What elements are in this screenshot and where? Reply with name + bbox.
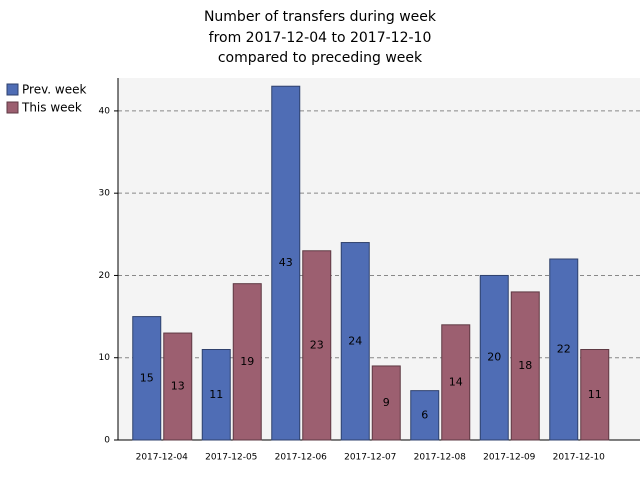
x-tick-label: 2017-12-07: [344, 453, 396, 463]
bar: [302, 250, 332, 441]
bar: [580, 349, 610, 441]
bar: [340, 242, 370, 441]
value-label: 43: [279, 256, 293, 269]
x-tick-label: 2017-12-05: [205, 453, 257, 463]
x-tick-label: 2017-12-08: [414, 453, 467, 463]
chart-title: from 2017-12-04 to 2017-12-10: [209, 30, 432, 46]
value-label: 23: [310, 338, 324, 351]
bar: [201, 349, 231, 441]
value-label: 13: [171, 380, 185, 393]
x-tick-label: 2017-12-06: [275, 453, 328, 463]
value-label: 22: [557, 343, 571, 356]
bar: [479, 274, 509, 441]
value-label: 11: [588, 388, 602, 401]
y-tick-label: 0: [104, 436, 110, 446]
x-tick-label: 2017-12-10: [553, 453, 606, 463]
legend-label: Prev. week: [22, 83, 86, 97]
value-label: 18: [518, 359, 532, 372]
legend-label: This week: [21, 101, 82, 115]
legend-swatch: [6, 83, 19, 96]
value-label: 15: [140, 371, 154, 384]
bar: [271, 85, 301, 441]
bar: [510, 291, 540, 441]
bar: [163, 332, 193, 441]
value-label: 14: [449, 375, 463, 388]
value-label: 11: [209, 388, 223, 401]
value-label: 6: [421, 408, 428, 421]
x-tick-label: 2017-12-09: [483, 453, 536, 463]
bar: [232, 283, 262, 441]
value-label: 20: [487, 351, 501, 364]
bar: [371, 365, 401, 441]
bar: [549, 258, 579, 441]
x-tick-label: 2017-12-04: [136, 453, 189, 463]
bar: [410, 390, 440, 441]
y-tick-label: 40: [99, 106, 111, 116]
chart-title: Number of transfers during week: [204, 9, 437, 25]
y-tick-label: 30: [99, 189, 111, 199]
y-tick-label: 10: [99, 353, 111, 363]
value-label: 19: [240, 355, 254, 368]
chart-title: compared to preceding week: [218, 50, 423, 66]
bar: [132, 316, 162, 441]
value-label: 9: [383, 396, 390, 409]
y-tick-label: 20: [99, 271, 111, 281]
bar: [441, 324, 471, 441]
value-label: 24: [348, 334, 362, 347]
legend-swatch: [6, 101, 19, 114]
